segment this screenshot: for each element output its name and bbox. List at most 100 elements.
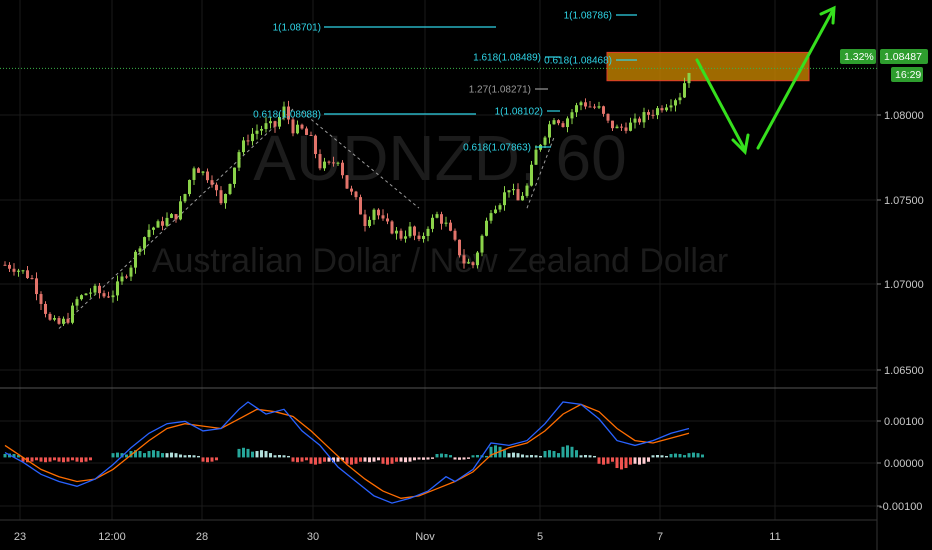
macd-histogram-bar (683, 455, 686, 458)
candle-body (255, 130, 259, 134)
candle-body (404, 236, 407, 239)
grid (0, 0, 878, 550)
candle-body (651, 114, 655, 116)
x-tick-label: Nov (415, 531, 435, 543)
macd-histogram-bar (201, 457, 205, 462)
arrowhead-down (731, 133, 750, 156)
x-axis[interactable]: 23 12:00 28 30 Nov 5 7 11 (14, 531, 781, 543)
macd-histogram-bar (165, 453, 169, 458)
candle-body (278, 116, 281, 127)
macd-histogram-bar (345, 457, 349, 464)
macd-histogram-bar (413, 457, 416, 461)
candle-body (44, 303, 47, 314)
macd-histogram-bar (57, 457, 61, 462)
macd-histogram-bar (516, 453, 520, 458)
macd-histogram-bar (692, 452, 695, 458)
macd-histogram-bar (651, 455, 655, 458)
candle-body (548, 124, 551, 138)
candle-body (273, 121, 277, 127)
macd-histogram-bar (53, 457, 56, 461)
candle-body (111, 295, 115, 298)
candle-body (197, 168, 200, 173)
macd-histogram-bar (12, 454, 16, 458)
macd-histogram-bar (435, 454, 439, 458)
candle-body (566, 118, 569, 128)
macd-y-tick-label: 0.00100 (884, 416, 924, 428)
x-tick-label: 12:00 (98, 531, 126, 543)
countdown-badge (891, 67, 923, 82)
candle-body (57, 318, 61, 324)
candle-body (156, 221, 160, 228)
candle-body (431, 217, 434, 229)
candle-body (129, 267, 133, 277)
candle-body (300, 124, 304, 129)
macd-histogram-bar (80, 457, 83, 463)
macd-histogram-bar (363, 457, 367, 462)
candle-body (678, 97, 682, 101)
fib-levels[interactable]: 1(1.08701)1(1.08786)1.618(1.08489) 0.618(… (253, 11, 637, 154)
macd-histogram-bar (674, 453, 677, 458)
macd-histogram-bar (341, 457, 344, 461)
candle-body (237, 152, 241, 168)
fib-level-label: 0.618(1.07863) (463, 143, 531, 154)
candle-body (534, 149, 538, 165)
candle-body (336, 162, 340, 164)
candle-body (444, 222, 448, 224)
candle-body (89, 292, 92, 294)
candle-body (471, 262, 475, 266)
candle-body (107, 296, 110, 298)
macd-histogram-bar (66, 457, 70, 462)
macd-histogram-bar (206, 457, 209, 463)
watermark-symbol: AUDNZD, 60 (253, 122, 626, 194)
trend-line (526, 137, 555, 209)
candle-body (215, 184, 218, 191)
y-axis[interactable]: 1.08000 1.07500 1.07000 1.06500 0.00100 0.000… (877, 110, 924, 513)
candle-body (368, 219, 371, 227)
macd-histogram-bar (458, 457, 461, 460)
macd-histogram-bar (350, 457, 353, 465)
macd-histogram-bar (647, 457, 650, 462)
watermark: AUDNZD, 60 Australian Dollar / New Zeala… (152, 122, 728, 280)
resistance-zone-rect[interactable] (606, 51, 810, 82)
y-tick-label: 1.07000 (884, 279, 924, 291)
candle-body (134, 251, 137, 268)
x-tick-label: 11 (769, 531, 780, 543)
macd-histogram-bar (638, 457, 641, 465)
resistance-zone[interactable] (606, 51, 810, 82)
candle-body (413, 226, 416, 236)
macd-histogram-bar (89, 457, 92, 461)
candle-body (561, 123, 565, 128)
candle-body (530, 164, 533, 186)
candle-body (516, 189, 520, 201)
candle-body (435, 214, 439, 218)
candle-body (341, 162, 344, 176)
candle-body (53, 318, 56, 320)
candle-body (305, 128, 308, 135)
macd-histogram-bar (116, 452, 119, 458)
macd-histogram-bar (327, 457, 331, 462)
macd-histogram-bar (183, 455, 187, 458)
candle-body (642, 112, 646, 123)
candle-body (102, 293, 106, 297)
candle-body (75, 299, 79, 306)
macd-histogram-bar (534, 455, 538, 458)
macd-histogram-bar (269, 453, 272, 458)
macd-histogram-bar (440, 453, 443, 458)
macd-histogram-bar (543, 451, 547, 458)
candle-body (359, 197, 362, 215)
macd-histogram-bar (291, 457, 295, 462)
macd-histogram-bar (255, 451, 259, 458)
macd-histogram-bar (170, 452, 173, 458)
macd-histogram-bar (462, 457, 466, 460)
macd-histogram-bar (75, 457, 79, 462)
macd-signal-line (4, 403, 690, 499)
candle-body (440, 214, 443, 224)
candle-body (152, 227, 155, 230)
candle-body (287, 106, 290, 120)
macd-histogram-bar (30, 457, 34, 462)
candle-body (165, 217, 169, 226)
macd-histogram-bar (192, 455, 196, 458)
macd-histogram-bar (354, 457, 358, 464)
candle-body (399, 230, 403, 239)
